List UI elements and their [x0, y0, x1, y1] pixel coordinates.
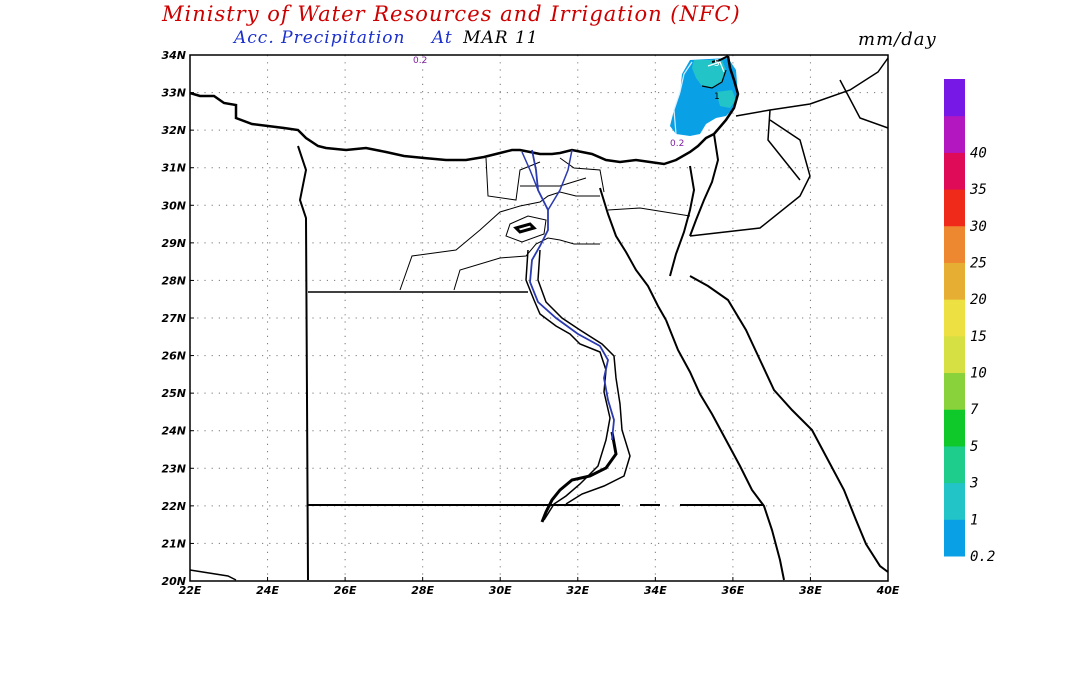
nile-delta-branch	[521, 149, 573, 211]
libya-sudan-border	[189, 569, 237, 581]
colorbar-swatch-11	[944, 115, 965, 153]
chart-title: Ministry of Water Resources and Irrigati…	[162, 2, 741, 26]
tick-label-lat-23N: 23N	[161, 462, 186, 475]
tick-label-lat-34N: 34N	[161, 49, 186, 62]
colorbar-swatch-5	[944, 335, 965, 374]
colorbar-label-20: 20	[970, 292, 987, 308]
colorbar-swatch-4	[944, 372, 965, 410]
colorbar-label-0.2: 0.2	[970, 549, 995, 565]
colorbar-label-25: 25	[970, 255, 987, 271]
colorbar-swatch-12	[944, 79, 965, 117]
levant-border	[735, 57, 889, 117]
lake-qarun	[513, 222, 537, 234]
precip-area-light-2	[716, 90, 736, 108]
governorate-lines-2	[453, 237, 600, 291]
colorbar-swatch-2	[944, 445, 965, 484]
colorbar-swatch-7	[944, 262, 965, 300]
saudi-border	[689, 119, 811, 237]
tick-label-lon-32E: 32E	[566, 584, 589, 597]
colorbar-swatch-1	[944, 482, 965, 520]
coast-east-levant	[711, 55, 729, 63]
tick-label-lon-26E: 26E	[334, 584, 357, 597]
tick-label-lat-33N: 33N	[161, 87, 186, 100]
contour-label-top: 0.2	[413, 56, 427, 66]
colorbar-label-30: 30	[969, 219, 987, 235]
governorate-lines-1	[399, 191, 600, 291]
colorbar-label-3: 3	[969, 476, 978, 492]
precip-area-light	[692, 60, 726, 88]
tick-label-lon-24E: 24E	[256, 584, 279, 597]
contour-0-2	[673, 61, 693, 135]
lake-nasser	[540, 431, 618, 523]
subtitle-at: At	[431, 28, 453, 48]
tick-label-lat-31N: 31N	[161, 162, 186, 175]
tick-label-lat-30N: 30N	[161, 199, 186, 212]
tick-label-lon-28E: 28E	[411, 584, 434, 597]
colorbar-label-7: 7	[970, 402, 979, 418]
contour-label-1: 1	[714, 92, 720, 102]
iraq-border	[839, 79, 889, 129]
colorbar-swatch-6	[944, 299, 965, 337]
colorbar-swatch-0	[944, 519, 965, 557]
colorbar-label-40: 40	[970, 145, 987, 161]
tick-label-lon-22E: 22E	[179, 584, 202, 597]
tick-label-lon-38E: 38E	[799, 584, 822, 597]
colorbar-swatch-9	[944, 189, 965, 227]
tick-label-lon-30E: 30E	[489, 584, 512, 597]
colorbar-swatch-8	[944, 225, 965, 263]
gulf-suez-west	[599, 187, 667, 321]
tick-label-lon-40E: 40E	[876, 584, 900, 597]
nile-valley-west	[525, 249, 611, 521]
colorbar-label-10: 10	[970, 366, 987, 382]
contour-1	[701, 69, 727, 89]
sinai-border	[607, 207, 691, 217]
map-grid	[190, 55, 888, 581]
tick-label-lat-29N: 29N	[161, 237, 186, 250]
subtitle-date: MAR 11	[463, 28, 539, 48]
tick-label-lat-24N: 24N	[161, 425, 186, 438]
faiyum-lake	[505, 215, 547, 243]
contour-label-precip: 0.2	[670, 139, 684, 149]
colorbar-label-15: 15	[970, 329, 987, 345]
tick-label-lat-21N: 21N	[161, 537, 186, 550]
jordan-border	[767, 109, 801, 181]
tick-label-lat-20N: 20N	[161, 575, 186, 588]
red-sea-east-coast	[689, 275, 889, 573]
governorate-lines-3	[485, 157, 605, 201]
tick-label-lon-36E: 36E	[721, 584, 744, 597]
contour-5	[707, 61, 725, 73]
nile-river	[529, 149, 615, 441]
tick-label-lon-34E: 34E	[644, 584, 667, 597]
egypt-libya-border	[297, 145, 309, 581]
colorbar-label-5: 5	[970, 439, 978, 455]
colorbar-label-35: 35	[969, 182, 987, 198]
tick-label-lat-25N: 25N	[161, 387, 186, 400]
colorbar-label-1: 1	[970, 512, 978, 528]
gulf-suez-east	[669, 165, 696, 277]
chart-subtitle: Acc. Precipitation At MAR 11	[234, 28, 539, 48]
axis-ticks: 22E 24E 26E 28E 30E 32E 34E 36E 38E 40E 20N 21N 22N 2…	[161, 49, 899, 597]
tick-label-lat-27N: 27N	[161, 312, 186, 325]
subtitle-prefix: Acc. Precipitation	[234, 28, 406, 48]
colorbar-swatch-10	[944, 152, 965, 190]
tick-label-lat-28N: 28N	[161, 274, 186, 287]
tick-label-lat-26N: 26N	[161, 350, 186, 363]
map-geography	[189, 55, 889, 581]
units-label: mm/day	[858, 29, 937, 50]
tick-label-lat-32N: 32N	[161, 124, 186, 137]
colorbar-swatch-3	[944, 409, 965, 447]
tick-label-lat-22N: 22N	[161, 500, 186, 513]
mediterranean-coast	[189, 55, 740, 166]
nile-valley-east	[537, 249, 631, 505]
contour-label-5: 5	[714, 59, 720, 69]
red-sea-west-coast	[665, 319, 785, 581]
gulf-aqaba	[689, 133, 720, 237]
map-frame	[189, 54, 889, 582]
